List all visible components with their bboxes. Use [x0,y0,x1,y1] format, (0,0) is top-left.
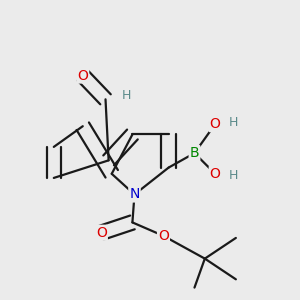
Text: N: N [129,188,140,202]
Text: O: O [210,167,220,181]
Text: O: O [77,68,88,83]
Text: H: H [229,116,239,129]
Text: H: H [122,89,131,102]
Text: O: O [158,229,169,243]
Text: H: H [229,169,239,182]
Text: O: O [210,117,220,131]
Text: B: B [190,146,199,160]
Text: O: O [96,226,107,240]
